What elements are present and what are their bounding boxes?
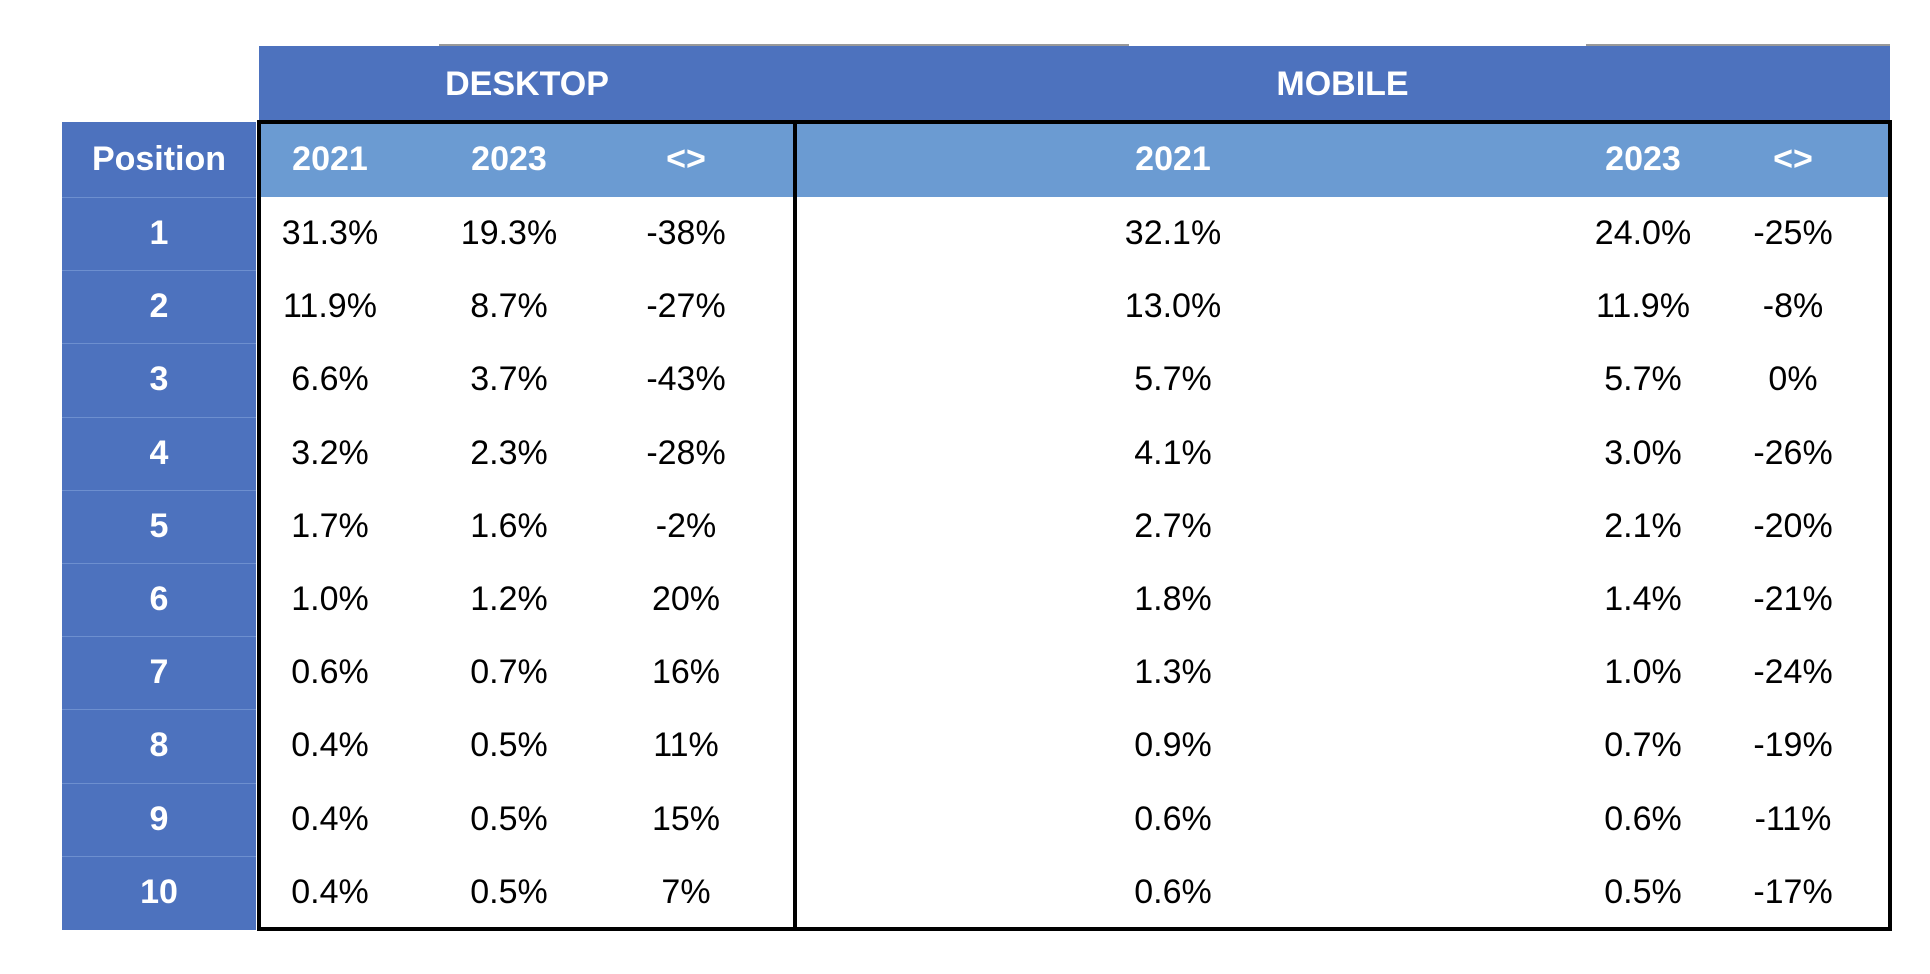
value-cell: 3.2% — [291, 433, 369, 472]
value-cell: -11% — [1754, 799, 1832, 838]
value-cell: -19% — [1753, 726, 1833, 765]
position-label: 1 — [149, 214, 169, 252]
value-cell: 5.7% — [1134, 360, 1212, 399]
row-separator — [62, 782, 256, 784]
value-cell: 13.0% — [1124, 287, 1222, 326]
value-cell: 31.3% — [281, 214, 379, 252]
value-cell: 1.3% — [1134, 653, 1212, 692]
position-label: 3 — [149, 360, 169, 399]
value-cell: 2.7% — [1134, 506, 1212, 545]
value-cell: 1.0% — [1604, 653, 1682, 692]
value-cell: 0.5% — [1604, 872, 1682, 911]
position-label: 10 — [140, 872, 178, 911]
row-separator — [62, 416, 256, 418]
column-header: 2021 — [292, 140, 368, 178]
value-cell: 0.6% — [291, 653, 369, 692]
value-cell: -2% — [655, 506, 717, 545]
value-cell: 2.1% — [1604, 506, 1682, 545]
value-cell: 15% — [651, 799, 721, 838]
position-label: 7 — [149, 653, 169, 692]
value-cell: 1.8% — [1134, 580, 1212, 618]
row-separator — [62, 563, 256, 564]
value-cell: 32.1% — [1124, 214, 1222, 252]
column-header: 2023 — [1605, 140, 1681, 178]
value-cell: 11.9% — [283, 287, 377, 326]
value-cell: 0.6% — [1134, 872, 1212, 911]
value-cell: 1.2% — [470, 580, 548, 618]
value-cell: 1.4% — [1604, 580, 1682, 618]
row-separator — [62, 270, 256, 272]
column-header: Position — [91, 140, 227, 178]
position-label: 8 — [149, 726, 169, 765]
value-cell: -24% — [1753, 653, 1833, 692]
value-cell: 0.7% — [1604, 726, 1682, 765]
column-header: <> — [1773, 140, 1813, 178]
value-cell: 0.5% — [470, 726, 548, 765]
value-cell: 0.6% — [1604, 799, 1682, 838]
value-cell: -26% — [1753, 433, 1833, 472]
row-separator — [62, 636, 256, 638]
column-header: <> — [666, 140, 706, 178]
value-cell: 3.0% — [1604, 433, 1682, 472]
position-label: 9 — [149, 799, 169, 838]
value-cell: 24.0% — [1594, 214, 1692, 252]
value-cell: 5.7% — [1604, 360, 1682, 399]
value-cell: -8% — [1762, 287, 1824, 326]
desktop-box — [257, 120, 797, 931]
value-cell: 20% — [651, 580, 721, 618]
row-separator — [62, 343, 256, 345]
group-header: DESKTOP — [445, 64, 609, 103]
value-cell: -27% — [646, 287, 726, 326]
value-cell: 6.6% — [291, 360, 369, 399]
value-cell: 3.7% — [470, 360, 548, 399]
value-cell: -21% — [1753, 580, 1833, 618]
mobile-box — [793, 120, 1892, 931]
value-cell: 16% — [651, 653, 721, 692]
row-separator — [62, 855, 256, 857]
top-rule — [439, 44, 1129, 46]
value-cell: 4.1% — [1134, 433, 1212, 472]
position-column — [62, 122, 256, 930]
value-cell: -17% — [1753, 872, 1833, 911]
value-cell: 0.5% — [470, 872, 548, 911]
position-label: 4 — [149, 433, 169, 472]
value-cell: 11% — [653, 726, 719, 765]
value-cell: 0.5% — [470, 799, 548, 838]
value-cell: 1.0% — [291, 580, 369, 618]
position-label: 2 — [149, 287, 169, 326]
value-cell: 11.9% — [1596, 287, 1690, 326]
value-cell: 0.4% — [291, 799, 369, 838]
value-cell: -20% — [1753, 506, 1833, 545]
value-cell: 2.3% — [470, 433, 548, 472]
position-label: 5 — [149, 506, 169, 545]
position-label: 6 — [149, 580, 169, 618]
value-cell: 0.4% — [291, 872, 369, 911]
value-cell: 1.6% — [470, 506, 548, 545]
value-cell: 0.9% — [1134, 726, 1212, 765]
value-cell: 19.3% — [460, 214, 558, 252]
value-cell: 0% — [1768, 360, 1818, 399]
group-header-band — [259, 46, 1890, 122]
column-header: 2021 — [1135, 140, 1211, 178]
value-cell: -25% — [1753, 214, 1833, 252]
value-cell: 7% — [661, 872, 711, 911]
value-cell: 0.6% — [1134, 799, 1212, 838]
value-cell: 1.7% — [291, 506, 369, 545]
value-cell: -38% — [646, 214, 726, 252]
row-separator — [62, 197, 256, 198]
group-header: MOBILE — [1276, 64, 1409, 103]
subheader-band — [259, 122, 1890, 197]
value-cell: -43% — [646, 360, 726, 399]
top-rule — [1586, 44, 1890, 46]
value-cell: 0.4% — [291, 726, 369, 765]
value-cell: -28% — [646, 433, 726, 472]
value-cell: 0.7% — [470, 653, 548, 692]
value-cell: 8.7% — [470, 287, 548, 326]
row-separator — [62, 709, 256, 711]
column-header: 2023 — [471, 140, 547, 178]
row-separator — [62, 489, 256, 491]
